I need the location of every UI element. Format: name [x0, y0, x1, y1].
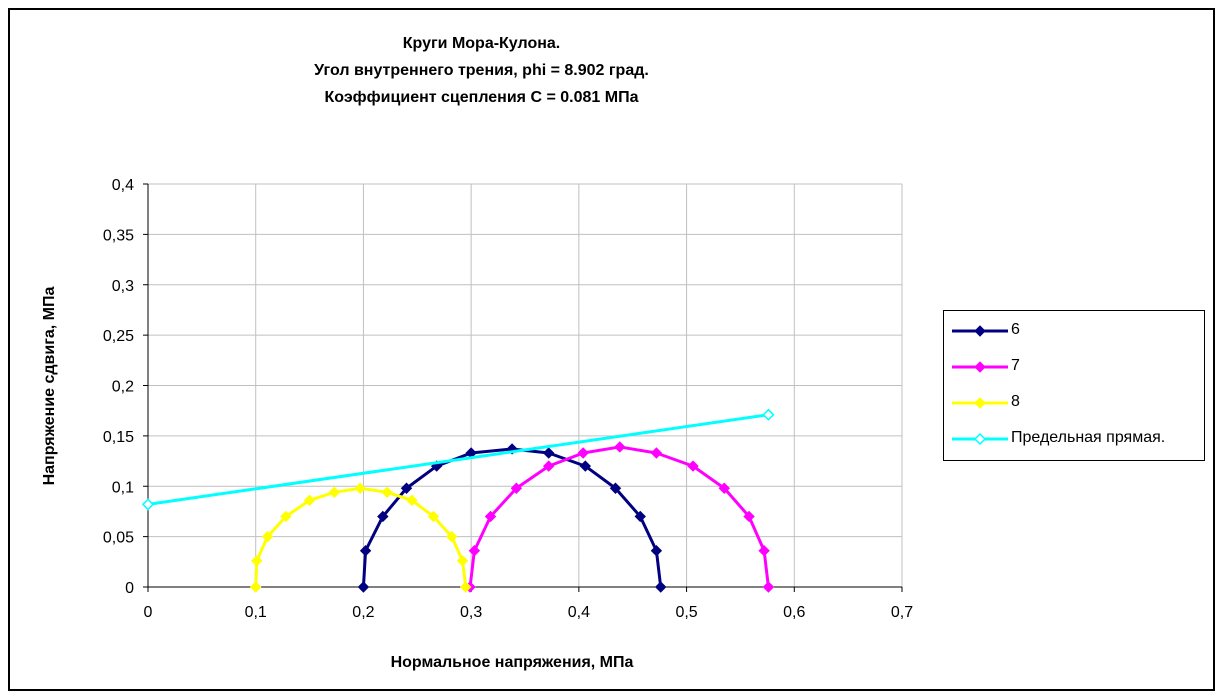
data-point: [655, 581, 667, 593]
data-point: [406, 494, 418, 507]
series-2: [464, 441, 775, 593]
x-tick-label: 0,5: [675, 604, 697, 621]
data-point: [303, 494, 316, 507]
legend-swatch: [952, 361, 1008, 373]
data-point: [484, 510, 497, 523]
data-point: [634, 510, 646, 523]
legend-swatch: [952, 397, 1008, 409]
data-point: [609, 482, 622, 494]
data-point: [446, 530, 458, 543]
legend-item: 6: [944, 319, 1204, 343]
series-line: [254, 486, 468, 588]
series-1: [357, 443, 667, 593]
data-point: [650, 545, 663, 557]
y-tick-label: 0,25: [103, 328, 134, 345]
data-point: [506, 443, 518, 455]
y-tick-label: 0: [125, 580, 134, 597]
data-point: [542, 447, 555, 459]
legend-item: 7: [944, 355, 1204, 379]
data-point: [687, 460, 699, 472]
data-point: [328, 486, 341, 499]
tick-labels: 0 0,05 0,1 0,15 0,2 0,25 0,3 0,35 0,4 0 0,1 0,2 0,3 0…: [103, 177, 913, 621]
data-point: [510, 482, 523, 494]
data-point: [762, 581, 775, 593]
legend-marker: [974, 325, 986, 337]
data-point: [577, 447, 589, 459]
data-point: [650, 447, 663, 459]
x-tick-label: 0,4: [568, 604, 590, 621]
legend-label: 8: [1011, 393, 1020, 410]
grid-lines: [148, 183, 903, 587]
legend-swatch: [952, 432, 1008, 446]
data-point: [579, 460, 592, 472]
x-tick-label: 0,3: [460, 604, 482, 621]
axes: [143, 183, 903, 592]
y-tick-label: 0,3: [112, 278, 134, 295]
y-tick-label: 0,35: [103, 227, 134, 244]
data-point: [354, 482, 366, 494]
y-tick-label: 0,15: [103, 429, 134, 446]
legend-marker: [974, 361, 986, 373]
legend-label: 6: [1011, 321, 1020, 338]
y-tick-label: 0,4: [112, 177, 134, 194]
legend-item: Предельная прямая.: [944, 427, 1204, 451]
data-point: [359, 545, 372, 557]
data-point: [743, 510, 755, 523]
series-line: [468, 445, 770, 588]
y-tick-label: 0,05: [103, 530, 134, 547]
x-tick-label: 0,2: [352, 604, 374, 621]
chart-title-line-2: Угол внутреннего трения, phi = 8.902 гра…: [314, 62, 649, 79]
series-line: [361, 447, 663, 588]
data-point: [762, 408, 775, 421]
chart-title-line-3: Коэффициент сцепления С = 0.081 МПа: [324, 89, 639, 106]
y-tick-label: 0,2: [112, 379, 134, 396]
x-tick-label: 0,6: [783, 604, 805, 621]
series-line: [147, 413, 769, 506]
data-point: [614, 441, 626, 453]
data-point: [250, 581, 262, 593]
data-point: [381, 486, 393, 499]
data-point: [141, 498, 155, 511]
data-point: [542, 460, 555, 472]
x-tick-label: 0,7: [891, 604, 913, 621]
legend-label: 7: [1011, 357, 1020, 374]
y-axis-label: Напряжение сдвига, МПа: [41, 287, 58, 486]
y-tick-label: 0,1: [112, 479, 134, 496]
data-point: [400, 482, 413, 494]
series-4: [141, 408, 775, 511]
data-point: [280, 510, 292, 523]
x-axis-label: Нормальное напряжения, МПа: [391, 654, 634, 671]
legend-item: 8: [944, 391, 1204, 415]
data-point: [758, 545, 770, 557]
legend: 6 7 8 Предельная прямая.: [943, 310, 1205, 461]
legend-marker: [974, 397, 986, 409]
data-point: [251, 555, 263, 567]
legend-marker: [973, 432, 987, 446]
chart-title-line-1: Круги Мора-Кулона.: [402, 35, 561, 52]
data-point: [357, 581, 370, 593]
series-3: [250, 482, 472, 593]
x-tick-label: 0: [144, 604, 153, 621]
data-point: [377, 510, 389, 523]
data-point: [718, 482, 730, 494]
data-point: [460, 581, 472, 593]
data-point: [468, 545, 481, 557]
x-tick-label: 0,1: [245, 604, 267, 621]
legend-label: Предельная прямая.: [1011, 429, 1166, 446]
series-group: [141, 408, 775, 593]
data-point: [261, 530, 274, 543]
data-point: [427, 510, 440, 523]
data-point: [456, 555, 469, 567]
legend-swatch: [952, 325, 1008, 337]
